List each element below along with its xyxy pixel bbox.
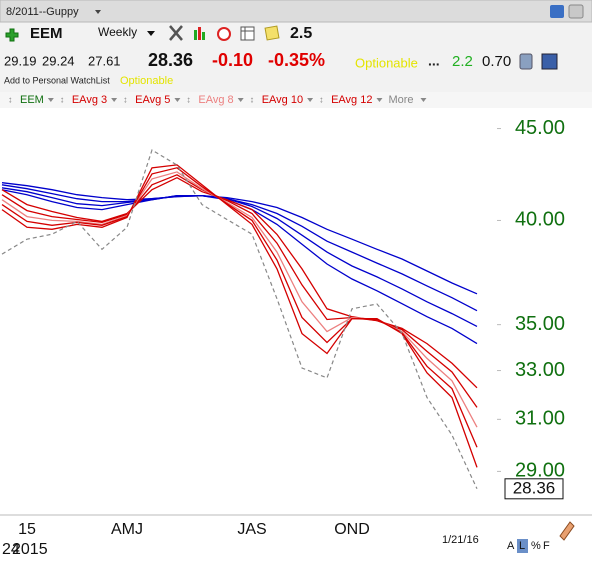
legend-marker: ↕: [8, 94, 13, 104]
pencil-icon[interactable]: [559, 521, 575, 541]
view-buttons: A L% F: [507, 539, 550, 553]
high: 29.24: [42, 53, 75, 68]
low: 27.61: [88, 53, 121, 68]
y-tick-label: 29.00: [515, 460, 565, 482]
x-tick-label: AMJ: [111, 521, 143, 538]
legend-arrow[interactable]: [307, 98, 314, 102]
legend-entry[interactable]: EAvg 3: [72, 94, 107, 106]
last: 28.36: [148, 50, 193, 70]
x-tick-label: 15: [18, 521, 36, 538]
legend: ↕ EEM ↕ EAvg 3 ↕ EAvg 5 ↕ EAvg 8 ↕ EAvg 10 ↕ EAvg 1…: [8, 94, 383, 106]
legend-arrow[interactable]: [174, 98, 181, 102]
legend-entry[interactable]: EAvg 10: [262, 94, 303, 106]
change-pct: -0.35%: [268, 50, 325, 70]
change: -0.10: [212, 50, 253, 70]
ellipsis[interactable]: ...: [428, 53, 440, 69]
symbol[interactable]: EEM: [30, 25, 63, 42]
last-price: 28.36: [513, 478, 556, 497]
optionable-tag: Optionable: [120, 75, 173, 87]
ratio: 0.70: [482, 53, 511, 70]
legend-marker: ↕: [186, 94, 191, 104]
more-arrow[interactable]: [420, 98, 427, 102]
y-tick-label: 40.00: [515, 209, 565, 231]
legend-entry[interactable]: EAvg 8: [198, 94, 233, 106]
series-line: [1, 149, 478, 490]
legend-bar: [0, 92, 592, 108]
save-icon[interactable]: [541, 53, 558, 70]
legend-arrow[interactable]: [111, 98, 118, 102]
series-line: [1, 184, 478, 312]
legend-marker: ↕: [60, 94, 65, 104]
watchlist-link[interactable]: Add to Personal WatchList: [4, 75, 110, 85]
legend-marker: ↕: [319, 94, 324, 104]
y-tick-label: 31.00: [515, 408, 565, 430]
last-price-box: [504, 478, 564, 500]
period-arrow[interactable]: [147, 31, 155, 36]
view-button[interactable]: L: [519, 540, 525, 552]
series-line: [1, 182, 478, 295]
legend-arrow[interactable]: [237, 98, 244, 102]
date-label: 1/21/16: [442, 534, 479, 546]
legend-more[interactable]: More: [388, 94, 413, 106]
series-line: [1, 187, 478, 327]
view-button[interactable]: %: [531, 540, 541, 552]
legend-arrow[interactable]: [47, 98, 54, 102]
legend-entry[interactable]: EAvg 5: [135, 94, 170, 106]
x-tick-label: OND: [334, 521, 370, 538]
s-button[interactable]: [550, 5, 564, 18]
y-tick-label: 45.00: [515, 117, 565, 139]
toolbar-icons[interactable]: [169, 25, 280, 41]
layout-name[interactable]: 8/2011--Guppy: [6, 6, 79, 18]
legend-marker: ↕: [123, 94, 128, 104]
y-tick-label: 35.00: [515, 313, 565, 335]
day-label: 24: [2, 541, 20, 558]
title-bar: [0, 0, 592, 23]
optionable: Optionable: [355, 55, 418, 70]
legend-marker: ↕: [250, 94, 255, 104]
plot: 45.00 40.00 35.00 33.00 31.00 29.00 15 AMJ JAS ON…: [1, 117, 565, 538]
legend-arrow[interactable]: [376, 98, 383, 102]
series-line: [1, 176, 478, 389]
t-button[interactable]: [568, 4, 584, 19]
legend-entry[interactable]: EEM: [20, 94, 44, 106]
zoom: 2.5: [290, 25, 312, 42]
button-active: [517, 539, 528, 553]
period[interactable]: Weekly: [98, 25, 137, 39]
rank: 2.2: [452, 53, 473, 70]
open: 29.19: [4, 53, 37, 68]
legend-entry[interactable]: EAvg 12: [331, 94, 372, 106]
view-button[interactable]: A: [507, 540, 515, 552]
dropdown-arrow[interactable]: [95, 10, 101, 14]
series-line: [1, 171, 478, 428]
year-label: 2015: [12, 541, 48, 558]
y-tick-label: 33.00: [515, 359, 565, 381]
view-button[interactable]: F: [543, 540, 550, 552]
series-line: [1, 164, 478, 468]
db-icon[interactable]: [519, 53, 533, 70]
add-icon[interactable]: [5, 28, 19, 42]
x-tick-label: JAS: [237, 521, 266, 538]
series-line: [1, 174, 478, 408]
